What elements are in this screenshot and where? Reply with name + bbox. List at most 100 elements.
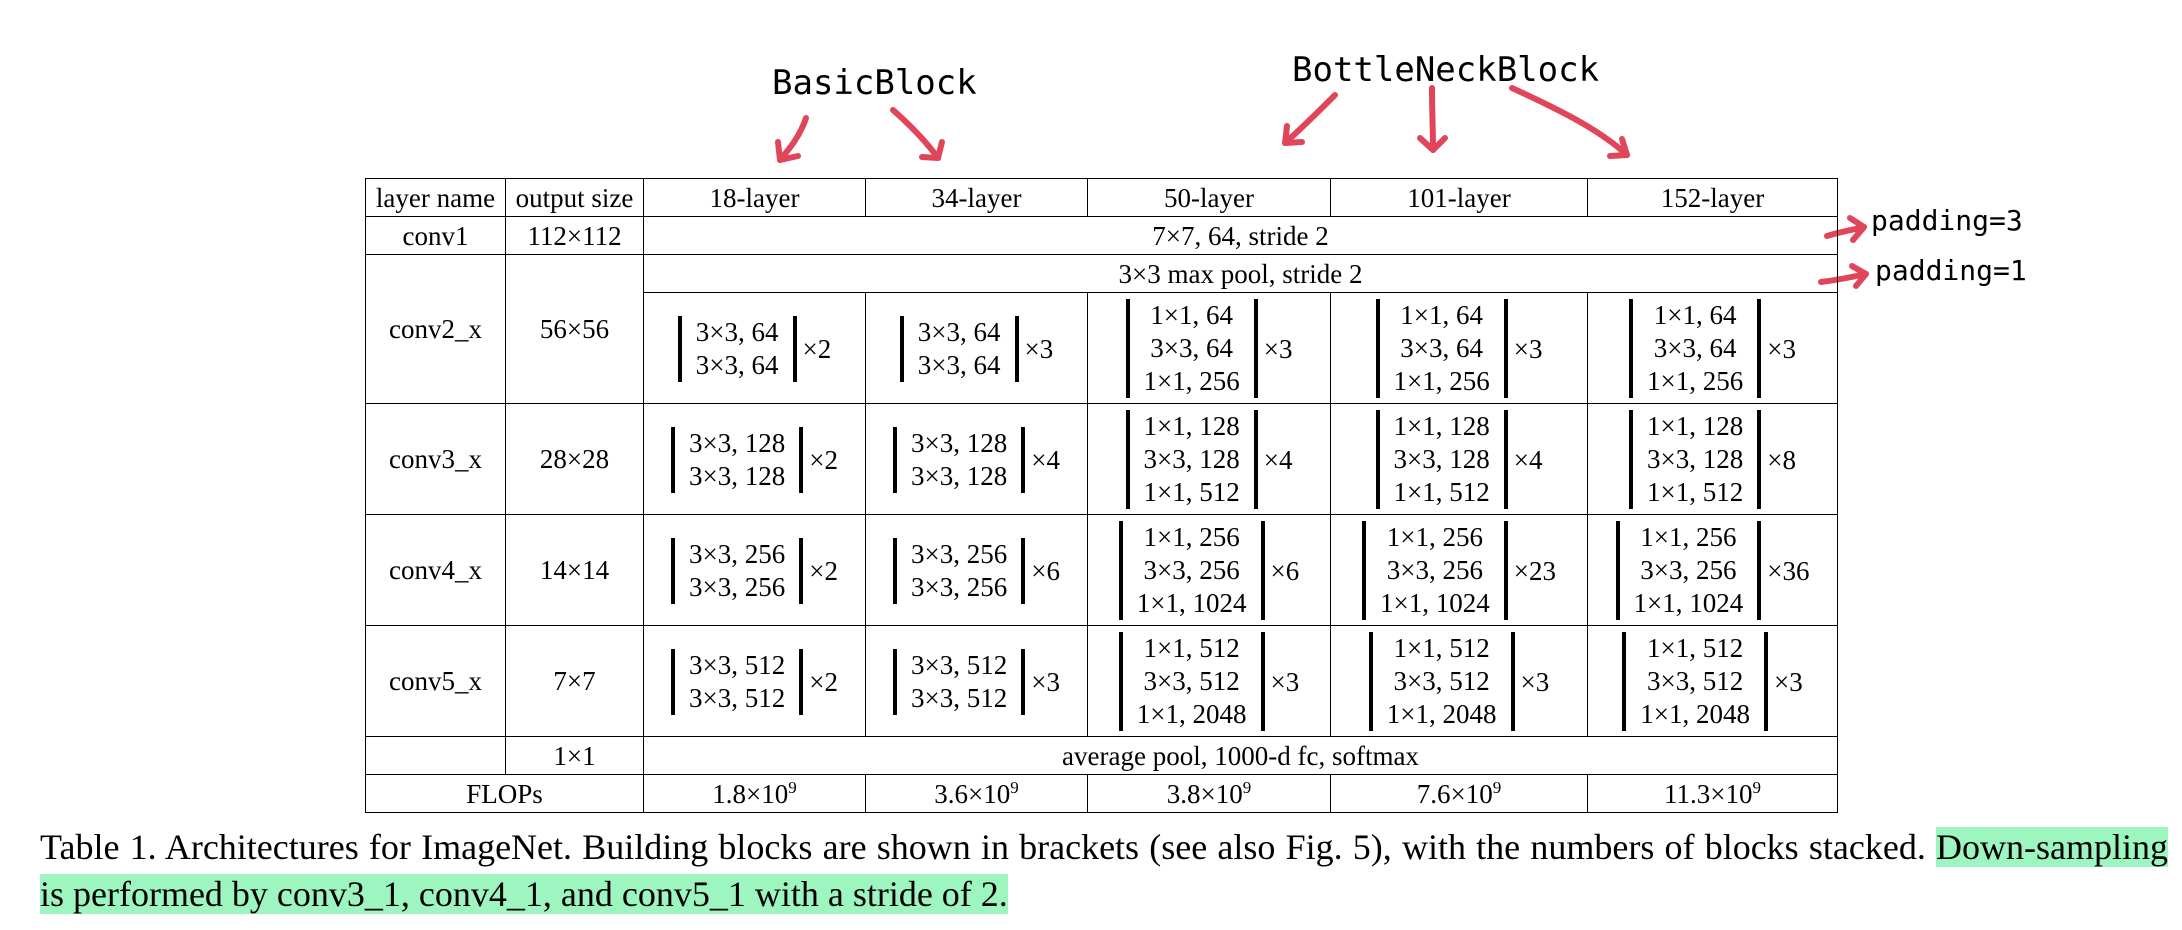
arrow-basic-34 xyxy=(890,107,941,161)
bracket-matrix: 3×3, 512 3×3, 512 xyxy=(671,648,804,715)
annotation-bottleneckblock: BottleNeckBlock xyxy=(1292,50,1600,90)
annotation-basicblock: BasicBlock xyxy=(772,63,977,103)
block-spec: 1×1, 64 3×3, 64 1×1, 256 ×3 xyxy=(1375,299,1542,398)
block-cell: 1×1, 64 3×3, 64 1×1, 256 ×3 xyxy=(1587,292,1838,404)
block-line: 1×1, 256 xyxy=(1647,366,1744,396)
arrow-basic-18 xyxy=(777,115,809,163)
block-multiplier: ×2 xyxy=(809,444,838,475)
block-multiplier: ×3 xyxy=(1767,333,1796,364)
block-line: 3×3, 256 xyxy=(1386,555,1483,585)
block-line: 3×3, 128 xyxy=(689,427,786,458)
bracket-matrix: 3×3, 64 3×3, 64 xyxy=(677,315,797,382)
block-line: 3×3, 512 xyxy=(911,682,1008,713)
bracket-matrix: 3×3, 512 3×3, 512 xyxy=(893,648,1026,715)
bracket-matrix: 3×3, 128 3×3, 128 xyxy=(671,426,804,493)
block-multiplier: ×6 xyxy=(1031,555,1060,586)
bracket-matrix: 1×1, 256 3×3, 256 1×1, 1024 xyxy=(1362,521,1508,620)
block-line: 3×3, 128 xyxy=(689,460,786,491)
block-line: 1×1, 256 xyxy=(1386,522,1483,552)
bracket-matrix: 1×1, 128 3×3, 128 1×1, 512 xyxy=(1629,410,1762,509)
block-spec: 3×3, 256 3×3, 256 ×2 xyxy=(671,537,838,604)
block-line: 3×3, 512 xyxy=(1647,666,1744,696)
output-size-conv1: 112×112 xyxy=(505,216,644,255)
bracket-matrix: 1×1, 256 3×3, 256 1×1, 1024 xyxy=(1118,521,1265,620)
bracket-matrix: 3×3, 256 3×3, 256 xyxy=(893,537,1026,604)
block-line: 3×3, 512 xyxy=(689,682,786,713)
layer-name-conv3: conv3_x xyxy=(365,403,506,515)
header-101-layer: 101-layer xyxy=(1330,178,1588,217)
block-line: 3×3, 256 xyxy=(911,571,1008,602)
block-multiplier: ×4 xyxy=(1031,444,1060,475)
block-line: 3×3, 64 xyxy=(917,316,1001,347)
bracket-matrix: 1×1, 512 3×3, 512 1×1, 2048 xyxy=(1368,632,1515,731)
flops-value: 11.3×109 xyxy=(1587,774,1838,813)
flops-value: 3.6×109 xyxy=(865,774,1088,813)
bracket-matrix: 1×1, 512 3×3, 512 1×1, 2048 xyxy=(1118,632,1265,731)
arrow-padding1-head xyxy=(1849,263,1869,289)
block-line: 1×1, 512 xyxy=(1143,633,1240,663)
block-line: 1×1, 512 xyxy=(1393,477,1490,507)
header-layer-name: layer name xyxy=(365,178,506,217)
arrow-bottle-152 xyxy=(1509,85,1630,158)
block-multiplier: ×2 xyxy=(809,555,838,586)
block-spec: 1×1, 64 3×3, 64 1×1, 256 ×3 xyxy=(1125,299,1292,398)
flops-row: FLOPs 1.8×109 3.6×109 3.8×109 7.6×109 11… xyxy=(365,774,1838,813)
block-spec: 1×1, 512 3×3, 512 1×1, 2048 ×3 xyxy=(1368,632,1549,731)
block-cell: 3×3, 64 3×3, 64 ×2 xyxy=(643,292,866,404)
conv2-row: 3×3, 64 3×3, 64 ×2 3×3, 64 3×3, 64 ×3 1×1, 64 3… xyxy=(366,292,1838,404)
block-spec: 3×3, 256 3×3, 256 ×6 xyxy=(893,537,1060,604)
block-multiplier: ×8 xyxy=(1767,444,1796,475)
bracket-matrix: 1×1, 64 3×3, 64 1×1, 256 xyxy=(1375,299,1508,398)
pool-row: conv2_x 56×56 3×3 max pool, stride 2 xyxy=(365,254,1838,404)
block-cell: 1×1, 64 3×3, 64 1×1, 256 ×3 xyxy=(1087,292,1331,404)
block-spec: 3×3, 128 3×3, 128 ×2 xyxy=(671,426,838,493)
block-line: 3×3, 64 xyxy=(695,316,779,347)
block-line: 3×3, 128 xyxy=(911,460,1008,491)
block-cell: 3×3, 256 3×3, 256 ×2 xyxy=(643,514,866,626)
bracket-matrix: 1×1, 256 3×3, 256 1×1, 1024 xyxy=(1615,521,1762,620)
arrow-bottle-101 xyxy=(1429,85,1436,153)
block-multiplier: ×6 xyxy=(1270,555,1300,586)
annotation-padding3: padding=3 xyxy=(1871,204,2023,237)
block-line: 1×1, 1024 xyxy=(1380,588,1490,618)
conv3-row: conv3_x 28×28 3×3, 128 3×3, 128 ×2 3×3, 128… xyxy=(365,403,1838,515)
header-34-layer: 34-layer xyxy=(865,178,1088,217)
block-spec: 1×1, 64 3×3, 64 1×1, 256 ×3 xyxy=(1629,299,1796,398)
final-row: 1×1 average pool, 1000-d fc, softmax xyxy=(365,736,1838,775)
block-line: 1×1, 256 xyxy=(1640,522,1737,552)
output-size-conv4: 14×14 xyxy=(505,514,644,626)
block-spec: 3×3, 512 3×3, 512 ×3 xyxy=(893,648,1060,715)
block-line: 1×1, 512 xyxy=(1393,633,1490,663)
annotation-padding1: padding=1 xyxy=(1875,254,2027,287)
block-cell: 3×3, 128 3×3, 128 ×2 xyxy=(643,403,866,515)
block-line: 3×3, 256 xyxy=(911,538,1008,569)
block-multiplier: ×4 xyxy=(1513,444,1543,475)
bracket-matrix: 1×1, 128 3×3, 128 1×1, 512 xyxy=(1125,410,1258,509)
block-line: 1×1, 1024 xyxy=(1633,588,1744,618)
block-line: 3×3, 128 xyxy=(1393,444,1490,474)
block-line: 3×3, 512 xyxy=(1143,666,1240,696)
conv1-row: conv1 112×112 7×7, 64, stride 2 xyxy=(365,216,1838,255)
block-spec: 3×3, 64 3×3, 64 ×2 xyxy=(677,315,831,382)
block-line: 3×3, 256 xyxy=(1640,555,1737,585)
block-line: 3×3, 256 xyxy=(689,571,786,602)
block-cell: 3×3, 512 3×3, 512 ×3 xyxy=(865,625,1088,737)
block-line: 1×1, 64 xyxy=(1400,300,1483,330)
block-cell: 1×1, 128 3×3, 128 1×1, 512 ×8 xyxy=(1587,403,1838,515)
arrow-basic-18-head xyxy=(775,139,801,163)
block-multiplier: ×3 xyxy=(1031,666,1060,697)
block-cell: 1×1, 256 3×3, 256 1×1, 1024 ×36 xyxy=(1587,514,1838,626)
block-line: 1×1, 512 xyxy=(1647,477,1744,507)
block-line: 3×3, 64 xyxy=(1150,333,1233,363)
block-spec: 3×3, 128 3×3, 128 ×4 xyxy=(893,426,1060,493)
block-line: 1×1, 64 xyxy=(1653,300,1737,330)
layer-name-final xyxy=(365,736,506,775)
block-line: 1×1, 128 xyxy=(1143,411,1240,441)
block-multiplier: ×3 xyxy=(1024,333,1054,364)
block-line: 1×1, 128 xyxy=(1393,411,1490,441)
block-cell: 1×1, 256 3×3, 256 1×1, 1024 ×23 xyxy=(1330,514,1588,626)
bracket-matrix: 1×1, 128 3×3, 128 1×1, 512 xyxy=(1375,410,1508,509)
bracket-matrix: 1×1, 512 3×3, 512 1×1, 2048 xyxy=(1622,632,1768,731)
bracket-matrix: 1×1, 64 3×3, 64 1×1, 256 xyxy=(1125,299,1258,398)
block-cell: 3×3, 128 3×3, 128 ×4 xyxy=(865,403,1088,515)
